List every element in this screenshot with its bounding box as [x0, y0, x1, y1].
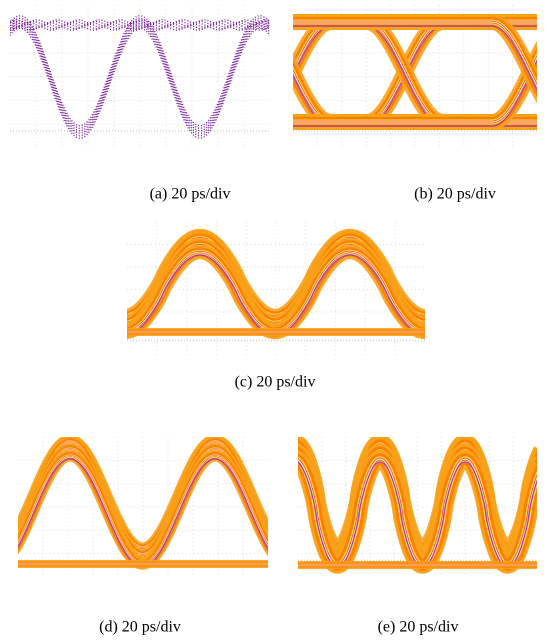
caption: (a) 20 ps/div	[150, 186, 231, 203]
panel-b	[293, 5, 537, 148]
panel-c	[127, 222, 425, 357]
caption: (b) 20 ps/div	[414, 186, 496, 203]
eye-trace	[10, 20, 270, 132]
eye-trace	[293, 60, 537, 127]
panel-e	[298, 437, 537, 577]
eye-trace	[293, 56, 537, 123]
caption: (e) 20 ps/div	[378, 619, 459, 636]
eye-trace	[293, 25, 537, 92]
eye-trace	[10, 23, 270, 28]
eye-trace	[10, 25, 270, 137]
eye-trace	[10, 20, 270, 25]
eye-trace	[10, 22, 270, 27]
eye-trace	[10, 15, 270, 127]
eye-trace	[10, 26, 270, 31]
caption: (c) 20 ps/div	[235, 374, 316, 391]
panel-a	[10, 5, 270, 148]
panel-d	[18, 437, 268, 577]
eye-trace	[10, 17, 270, 130]
eye-trace	[10, 25, 270, 30]
caption: (d) 20 ps/div	[99, 619, 181, 636]
eye-trace	[10, 22, 270, 135]
eye-trace	[293, 21, 537, 88]
eye-trace	[10, 27, 270, 140]
eye-diagrams	[10, 5, 537, 577]
